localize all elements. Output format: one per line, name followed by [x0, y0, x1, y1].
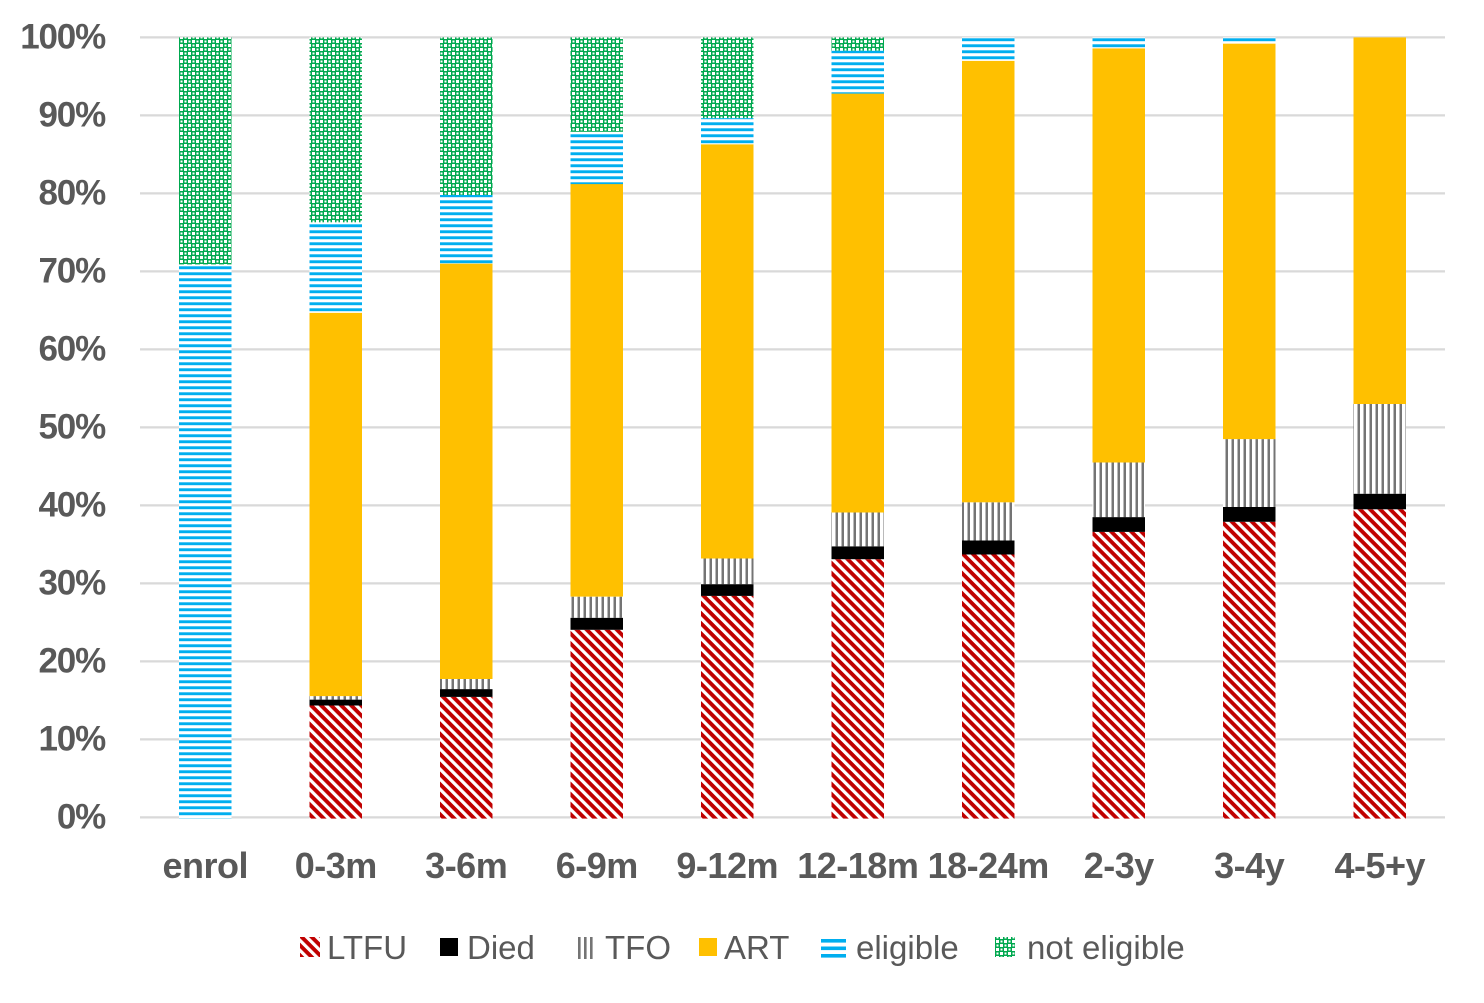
svg-text:20%: 20%: [39, 642, 107, 681]
svg-text:3-4y: 3-4y: [1214, 845, 1285, 886]
svg-text:not eligible: not eligible: [1027, 929, 1185, 966]
svg-text:3-6m: 3-6m: [425, 845, 507, 886]
svg-text:0-3m: 0-3m: [295, 845, 377, 886]
svg-text:40%: 40%: [39, 486, 107, 525]
svg-text:30%: 30%: [39, 564, 107, 603]
svg-text:12-18m: 12-18m: [797, 845, 918, 886]
svg-text:6-9m: 6-9m: [556, 845, 638, 886]
svg-text:90%: 90%: [39, 96, 107, 135]
svg-text:10%: 10%: [39, 720, 107, 759]
svg-text:LTFU: LTFU: [327, 929, 407, 966]
svg-text:70%: 70%: [39, 252, 107, 291]
svg-text:18-24m: 18-24m: [928, 845, 1049, 886]
svg-text:enrol: enrol: [162, 845, 248, 886]
svg-text:50%: 50%: [39, 408, 107, 447]
svg-text:ART: ART: [724, 929, 789, 966]
svg-text:eligible: eligible: [856, 929, 959, 966]
svg-text:100%: 100%: [20, 18, 106, 57]
svg-text:2-3y: 2-3y: [1084, 845, 1155, 886]
svg-text:80%: 80%: [39, 174, 107, 213]
svg-text:9-12m: 9-12m: [676, 845, 778, 886]
svg-text:4-5+y: 4-5+y: [1335, 845, 1426, 886]
svg-text:TFO: TFO: [605, 929, 671, 966]
svg-text:Died: Died: [467, 929, 535, 966]
svg-text:60%: 60%: [39, 330, 107, 369]
svg-text:0%: 0%: [57, 798, 106, 837]
